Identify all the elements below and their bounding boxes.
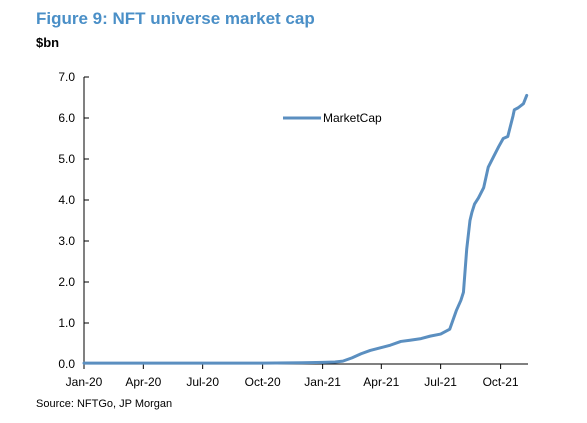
y-tick-label: 0.0 <box>58 357 75 371</box>
y-tick-label: 4.0 <box>58 193 75 207</box>
y-tick-label: 3.0 <box>58 234 75 248</box>
legend: MarketCap <box>283 111 382 125</box>
x-ticks-group: Jan-20 Apr-20 Jul-20 Oct-20 Jan-21 Apr-21 Jul-… <box>66 364 519 389</box>
x-tick-label: Jan-21 <box>304 375 341 389</box>
chart-title: Figure 9: NFT universe market cap <box>36 9 315 28</box>
x-tick-label: Oct-21 <box>483 375 519 389</box>
y-tick-label: 5.0 <box>58 152 75 166</box>
x-tick-label: Apr-21 <box>363 375 399 389</box>
y-ticks-group: 0.0 1.0 2.0 3.0 4.0 5.0 6.0 7.0 <box>58 70 89 371</box>
x-tick-label: Jul-21 <box>424 375 457 389</box>
x-tick-label: Jul-20 <box>186 375 219 389</box>
y-tick-label: 1.0 <box>58 316 75 330</box>
x-tick-label: Jan-20 <box>66 375 103 389</box>
x-tick-label: Apr-20 <box>125 375 161 389</box>
y-tick-label: 2.0 <box>58 275 75 289</box>
legend-label-marketcap: MarketCap <box>323 111 382 125</box>
y-tick-label: 6.0 <box>58 111 75 125</box>
series-group <box>82 93 529 365</box>
x-tick-label: Oct-20 <box>245 375 281 389</box>
axes-group <box>83 77 528 365</box>
source-note: Source: NFTGo, JP Morgan <box>36 398 173 410</box>
y-axis-unit-label: $bn <box>36 35 60 50</box>
y-tick-label: 7.0 <box>58 70 75 84</box>
series-line-marketcap <box>82 93 529 365</box>
